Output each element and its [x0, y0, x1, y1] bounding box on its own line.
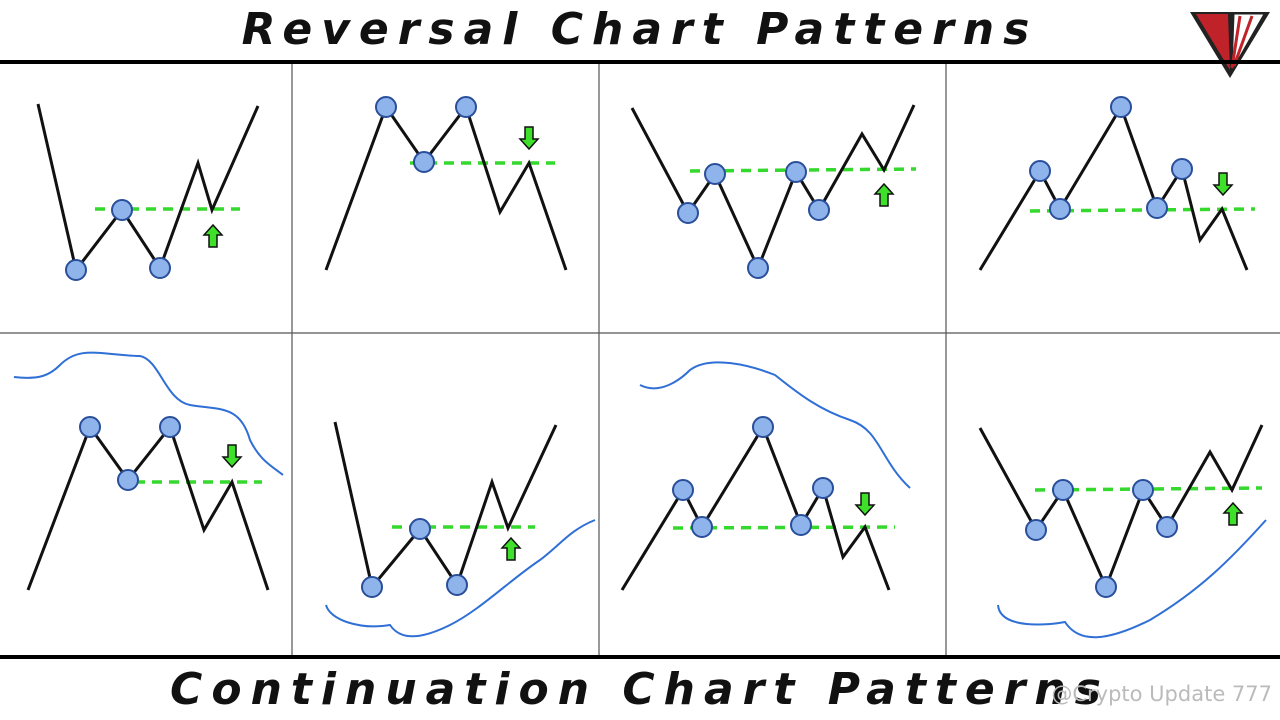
- panel-grid: [0, 64, 1280, 655]
- pattern-double-top: [324, 96, 568, 271]
- header-title: Reversal Chart Patterns: [242, 4, 1039, 55]
- pattern-double-bottom: [36, 103, 260, 281]
- pattern-continuation-head-shoulders: [620, 361, 911, 591]
- footer-title: Continuation Chart Patterns: [170, 664, 1110, 715]
- pattern-inverse-head-shoulders: [630, 104, 917, 279]
- pattern-continuation-inverse-head-shoulders: [978, 424, 1267, 639]
- pattern-head-shoulders: [978, 96, 1256, 271]
- logo: [1190, 12, 1270, 78]
- pattern-continuation-double-top: [13, 351, 284, 591]
- pattern-continuation-double-bottom: [325, 421, 596, 638]
- watermark: @Crypto Update 777: [1051, 682, 1272, 706]
